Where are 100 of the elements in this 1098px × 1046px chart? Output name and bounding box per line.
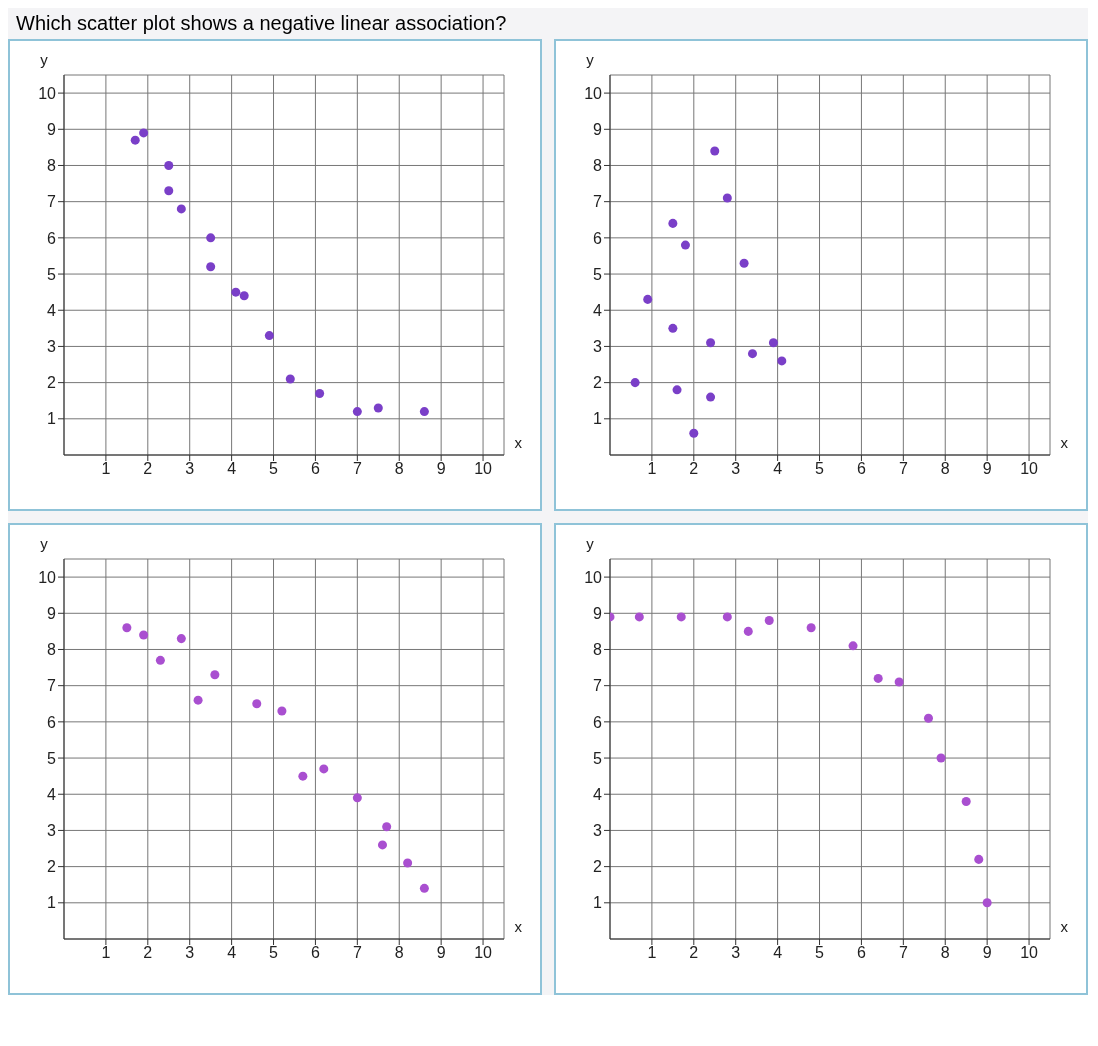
y-tick-label: 4 — [593, 785, 603, 803]
point — [252, 699, 262, 709]
y-tick-label: 5 — [47, 265, 57, 283]
x-tick-label: 5 — [269, 944, 279, 962]
y-tick-label: 4 — [47, 301, 57, 319]
point — [743, 626, 753, 636]
y-tick-label: 9 — [47, 604, 57, 622]
y-tick-label: 7 — [47, 193, 57, 211]
y-tick-label: 2 — [47, 858, 57, 876]
x-tick-label: 6 — [310, 944, 320, 962]
y-tick-label: 10 — [38, 568, 57, 586]
x-tick-label: 4 — [227, 460, 237, 478]
x-tick-label: 2 — [689, 944, 699, 962]
point — [206, 233, 216, 243]
y-tick-label: 3 — [47, 822, 57, 840]
y-tick-label: 5 — [593, 265, 603, 283]
point — [668, 218, 678, 228]
y-tick-label: 9 — [593, 120, 603, 138]
x-tick-label: 1 — [647, 460, 657, 478]
y-tick-label: 3 — [593, 822, 603, 840]
point — [668, 323, 678, 333]
point — [961, 796, 971, 806]
x-axis-title: x — [514, 917, 523, 935]
point — [676, 612, 686, 622]
point — [403, 858, 413, 868]
x-tick-label: 5 — [815, 460, 825, 478]
y-tick-label: 7 — [47, 677, 57, 695]
y-tick-label: 1 — [47, 410, 57, 428]
y-tick-label: 5 — [47, 749, 57, 767]
y-axis-title: y — [40, 535, 49, 552]
x-tick-label: 8 — [394, 944, 404, 962]
x-tick-label: 3 — [731, 944, 741, 962]
y-tick-label: 2 — [593, 858, 603, 876]
point — [672, 385, 682, 395]
point — [706, 392, 716, 402]
point — [210, 670, 220, 680]
point — [630, 378, 640, 388]
y-tick-label: 1 — [593, 410, 603, 428]
y-tick-label: 6 — [47, 713, 57, 731]
x-tick-label: 3 — [185, 944, 195, 962]
x-tick-label: 7 — [352, 944, 362, 962]
point — [164, 186, 174, 196]
point — [122, 623, 132, 633]
y-axis-title: y — [40, 51, 49, 68]
x-axis-title: x — [1060, 917, 1069, 935]
chart-title: Which scatter plot shows a negative linear association? — [15, 11, 508, 36]
x-tick-label: 6 — [856, 460, 866, 478]
point — [739, 258, 749, 268]
x-tick-label: 1 — [101, 460, 111, 478]
y-tick-label: 1 — [593, 894, 603, 912]
y-tick-label: 2 — [47, 374, 57, 392]
y-tick-label: 3 — [593, 338, 603, 356]
y-tick-label: 7 — [593, 193, 603, 211]
point — [231, 287, 241, 297]
x-tick-label: 3 — [731, 460, 741, 478]
x-tick-label: 8 — [940, 460, 950, 478]
point — [277, 706, 287, 716]
y-tick-label: 9 — [47, 120, 57, 138]
point — [419, 407, 429, 417]
x-axis-title: x — [1060, 433, 1069, 451]
y-tick-label: 1 — [47, 894, 57, 912]
point — [923, 713, 933, 723]
point — [974, 854, 984, 864]
x-tick-label: 7 — [898, 944, 908, 962]
y-tick-label: 6 — [593, 229, 603, 247]
point — [130, 135, 140, 145]
point — [315, 388, 325, 398]
point — [936, 753, 946, 763]
y-tick-label: 8 — [593, 641, 603, 659]
point — [352, 407, 362, 417]
point — [710, 146, 720, 156]
point — [155, 655, 165, 665]
point — [285, 374, 295, 384]
y-tick-label: 4 — [593, 301, 603, 319]
point — [193, 695, 203, 705]
point — [264, 331, 274, 341]
x-tick-label: 8 — [940, 944, 950, 962]
point — [747, 349, 757, 359]
x-tick-label: 3 — [185, 460, 195, 478]
x-tick-label: 7 — [898, 460, 908, 478]
x-tick-label: 9 — [982, 944, 992, 962]
x-tick-label: 4 — [227, 944, 237, 962]
point — [982, 898, 992, 908]
y-tick-label: 2 — [593, 374, 603, 392]
point — [722, 612, 732, 622]
point — [806, 623, 816, 633]
point — [419, 883, 429, 893]
point — [206, 262, 216, 272]
x-tick-label: 2 — [143, 944, 153, 962]
y-tick-label: 4 — [47, 785, 57, 803]
x-tick-label: 2 — [689, 460, 699, 478]
point — [377, 840, 387, 850]
point — [689, 428, 699, 438]
y-tick-label: 6 — [593, 713, 603, 731]
x-tick-label: 4 — [773, 460, 783, 478]
x-tick-label: 9 — [436, 944, 446, 962]
x-tick-label: 9 — [982, 460, 992, 478]
point — [373, 403, 383, 413]
y-tick-label: 8 — [593, 157, 603, 175]
point — [722, 193, 732, 203]
